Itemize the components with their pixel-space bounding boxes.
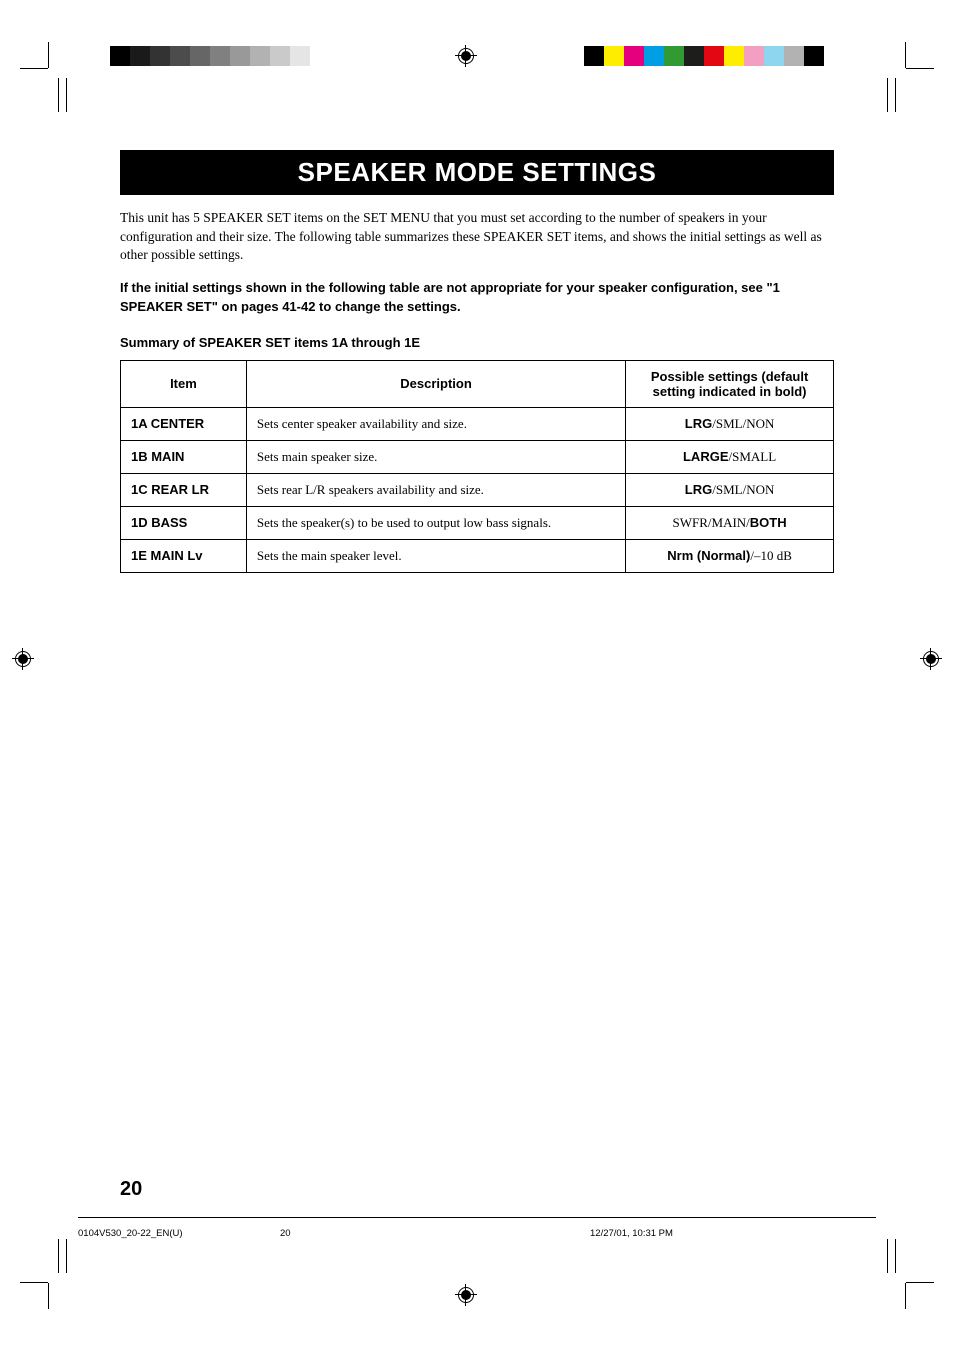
section-title: SPEAKER MODE SETTINGS [120,157,834,188]
color-swatch [584,46,604,66]
color-swatch [170,46,190,66]
color-swatch [110,46,130,66]
page: SPEAKER MODE SETTINGS This unit has 5 SP… [0,0,954,1351]
table-row: 1D BASSSets the speaker(s) to be used to… [121,506,834,539]
cell-description: Sets main speaker size. [246,440,625,473]
page-number: 20 [120,1178,142,1201]
table-row: 1E MAIN LvSets the main speaker level.Nr… [121,539,834,572]
cell-description: Sets rear L/R speakers availability and … [246,473,625,506]
table-header-settings: Possible settings (default setting indic… [626,360,834,407]
registration-mark-left [12,648,34,670]
cell-item: 1D BASS [121,506,247,539]
color-swatch [210,46,230,66]
section-title-banner: SPEAKER MODE SETTINGS [120,150,834,195]
color-swatch [724,46,744,66]
color-swatch [130,46,150,66]
cell-settings: Nrm (Normal)/–10 dB [626,539,834,572]
footer-right: 12/27/01, 10:31 PM [590,1228,673,1239]
footer-left: 0104V530_20-22_EN(U) [78,1228,183,1239]
color-swatch [744,46,764,66]
color-swatch [150,46,170,66]
color-swatch [784,46,804,66]
cell-item: 1C REAR LR [121,473,247,506]
registration-mark-top [455,45,477,67]
content-area: SPEAKER MODE SETTINGS This unit has 5 SP… [120,150,834,573]
footer-rule [78,1217,876,1218]
color-swatch [684,46,704,66]
table-header-description: Description [246,360,625,407]
color-swatch [704,46,724,66]
registration-mark-bottom [455,1284,477,1306]
footer-center: 20 [280,1228,291,1239]
colorbar-right [584,46,824,66]
intro-paragraph: This unit has 5 SPEAKER SET items on the… [120,209,834,265]
summary-heading: Summary of SPEAKER SET items 1A through … [120,335,834,350]
color-swatch [190,46,210,66]
speaker-set-table: Item Description Possible settings (defa… [120,360,834,573]
cell-description: Sets the main speaker level. [246,539,625,572]
color-swatch [290,46,310,66]
color-swatch [250,46,270,66]
color-swatch [764,46,784,66]
bold-note: If the initial settings shown in the fol… [120,279,834,317]
table-header-item: Item [121,360,247,407]
cell-item: 1B MAIN [121,440,247,473]
table-row: 1A CENTERSets center speaker availabilit… [121,407,834,440]
cell-settings: LRG/SML/NON [626,473,834,506]
colorbar-left [110,46,310,66]
table-row: 1C REAR LRSets rear L/R speakers availab… [121,473,834,506]
color-swatch [230,46,250,66]
cell-item: 1E MAIN Lv [121,539,247,572]
registration-mark-right [920,648,942,670]
color-swatch [804,46,824,66]
color-swatch [664,46,684,66]
color-swatch [604,46,624,66]
cell-description: Sets the speaker(s) to be used to output… [246,506,625,539]
table-row: 1B MAINSets main speaker size.LARGE/SMAL… [121,440,834,473]
cell-settings: LRG/SML/NON [626,407,834,440]
cell-item: 1A CENTER [121,407,247,440]
cell-description: Sets center speaker availability and siz… [246,407,625,440]
cell-settings: SWFR/MAIN/BOTH [626,506,834,539]
color-swatch [644,46,664,66]
color-swatch [624,46,644,66]
color-swatch [270,46,290,66]
cell-settings: LARGE/SMALL [626,440,834,473]
